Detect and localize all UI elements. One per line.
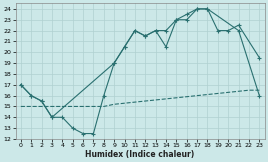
X-axis label: Humidex (Indice chaleur): Humidex (Indice chaleur)	[85, 150, 195, 159]
